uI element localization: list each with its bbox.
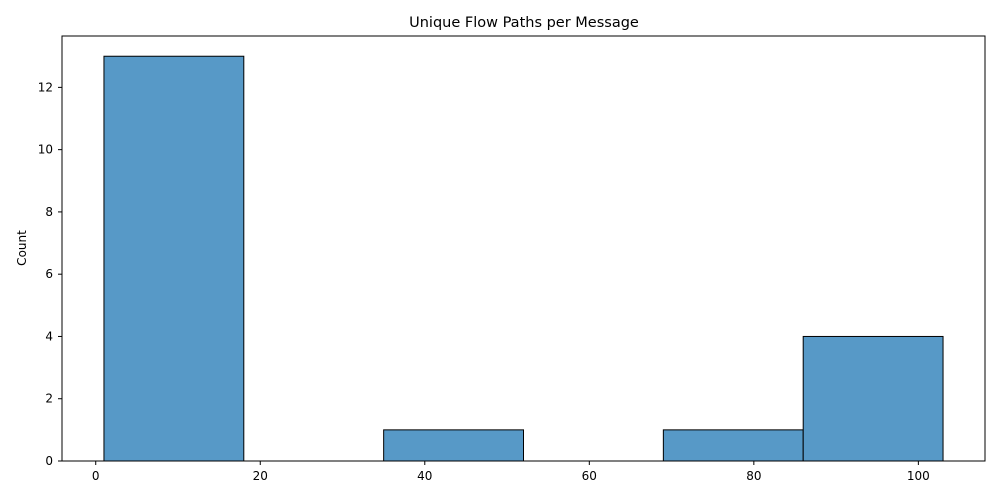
y-tick-label: 0 — [45, 454, 53, 468]
chart-title: Unique Flow Paths per Message — [409, 15, 639, 31]
x-tick-label: 100 — [907, 469, 930, 483]
y-tick-label: 2 — [45, 392, 53, 406]
y-axis-ticks: 0 2 4 6 8 10 12 — [38, 80, 62, 468]
histogram-bar-6 — [802, 335, 944, 462]
y-tick-label: 10 — [38, 143, 53, 157]
y-axis-label: Count — [15, 230, 29, 266]
y-tick-label: 4 — [45, 329, 53, 343]
x-tick-label: 80 — [746, 469, 761, 483]
y-tick-label: 6 — [45, 267, 53, 281]
x-tick-label: 0 — [92, 469, 100, 483]
x-tick-label: 60 — [582, 469, 597, 483]
histogram-bar-3 — [383, 429, 524, 462]
x-tick-label: 20 — [253, 469, 268, 483]
plot-frame — [61, 35, 986, 462]
histogram-bar-1 — [103, 55, 245, 462]
histogram-bar-5 — [662, 429, 804, 462]
x-tick-label: 40 — [417, 469, 432, 483]
y-tick-label: 12 — [38, 80, 53, 94]
y-tick-label: 8 — [45, 205, 53, 219]
x-axis-ticks: 0 20 40 60 80 100 — [92, 461, 930, 483]
bars-layer — [103, 55, 944, 462]
